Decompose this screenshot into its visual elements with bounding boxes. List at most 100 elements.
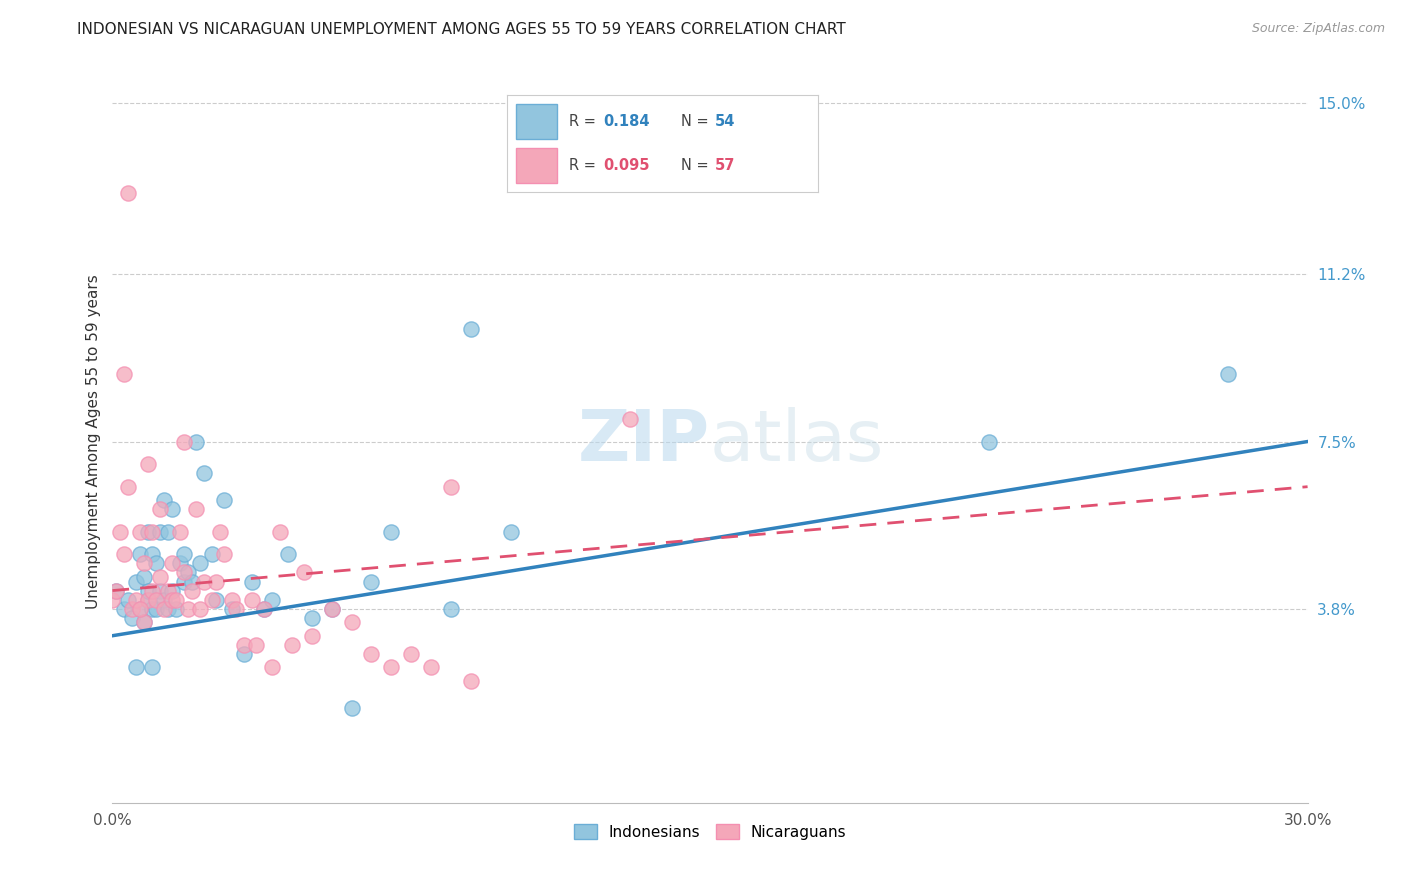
Point bbox=[117, 480, 139, 494]
Point bbox=[114, 548, 135, 562]
Point bbox=[1216, 367, 1239, 381]
Point bbox=[173, 566, 195, 580]
Point bbox=[101, 592, 124, 607]
Point bbox=[134, 615, 156, 630]
Point bbox=[129, 524, 152, 539]
Point bbox=[149, 524, 172, 539]
Point bbox=[157, 583, 180, 598]
Point bbox=[205, 592, 228, 607]
Point bbox=[380, 524, 402, 539]
Point bbox=[301, 629, 323, 643]
Point bbox=[162, 592, 183, 607]
Point bbox=[173, 574, 195, 589]
Point bbox=[440, 480, 463, 494]
Point bbox=[165, 592, 187, 607]
Point bbox=[149, 502, 172, 516]
Point bbox=[277, 548, 299, 562]
Point bbox=[138, 583, 160, 598]
Point bbox=[153, 493, 176, 508]
Point bbox=[201, 592, 224, 607]
Point bbox=[105, 583, 128, 598]
Point bbox=[499, 524, 522, 539]
Point bbox=[141, 548, 163, 562]
Point bbox=[165, 601, 187, 615]
Point bbox=[169, 557, 191, 571]
Point bbox=[340, 701, 363, 715]
Point bbox=[420, 660, 443, 674]
Point bbox=[401, 647, 423, 661]
Point bbox=[321, 601, 343, 615]
Point bbox=[340, 615, 363, 630]
Point bbox=[240, 592, 263, 607]
Point bbox=[117, 186, 139, 201]
Point bbox=[141, 524, 163, 539]
Point bbox=[138, 592, 160, 607]
Point bbox=[292, 566, 315, 580]
Point bbox=[977, 434, 1000, 449]
Point bbox=[121, 610, 143, 624]
Point bbox=[253, 601, 276, 615]
Point bbox=[134, 615, 156, 630]
Point bbox=[260, 592, 283, 607]
Point bbox=[138, 592, 160, 607]
Point bbox=[186, 434, 208, 449]
Y-axis label: Unemployment Among Ages 55 to 59 years: Unemployment Among Ages 55 to 59 years bbox=[86, 274, 101, 609]
Point bbox=[145, 601, 167, 615]
Text: ZIP: ZIP bbox=[578, 407, 710, 476]
Point bbox=[233, 647, 256, 661]
Point bbox=[110, 524, 132, 539]
Point bbox=[141, 660, 163, 674]
Point bbox=[134, 570, 156, 584]
Point bbox=[212, 548, 235, 562]
Point bbox=[233, 638, 256, 652]
Point bbox=[145, 592, 167, 607]
Point bbox=[162, 502, 183, 516]
Text: Source: ZipAtlas.com: Source: ZipAtlas.com bbox=[1251, 22, 1385, 36]
Point bbox=[193, 574, 215, 589]
Point bbox=[157, 601, 180, 615]
Point bbox=[460, 673, 482, 688]
Point bbox=[169, 524, 191, 539]
Point bbox=[181, 574, 204, 589]
Point bbox=[114, 367, 135, 381]
Point bbox=[205, 574, 228, 589]
Point bbox=[129, 601, 152, 615]
Point bbox=[212, 493, 235, 508]
Point bbox=[177, 566, 200, 580]
Point bbox=[193, 466, 215, 480]
Point bbox=[129, 601, 152, 615]
Point bbox=[153, 601, 176, 615]
Point bbox=[145, 557, 167, 571]
Point bbox=[201, 548, 224, 562]
Point bbox=[301, 610, 323, 624]
Point bbox=[141, 601, 163, 615]
Point bbox=[221, 601, 243, 615]
Point bbox=[153, 592, 176, 607]
Point bbox=[157, 524, 180, 539]
Point bbox=[209, 524, 232, 539]
Point bbox=[117, 592, 139, 607]
Point bbox=[460, 321, 482, 335]
Point bbox=[253, 601, 276, 615]
Point bbox=[162, 557, 183, 571]
Point bbox=[134, 557, 156, 571]
Point bbox=[149, 570, 172, 584]
Point bbox=[162, 583, 183, 598]
Point bbox=[245, 638, 267, 652]
Point bbox=[360, 574, 382, 589]
Point bbox=[138, 524, 160, 539]
Point bbox=[138, 457, 160, 471]
Point bbox=[173, 548, 195, 562]
Point bbox=[173, 434, 195, 449]
Point bbox=[141, 583, 163, 598]
Point bbox=[440, 601, 463, 615]
Point bbox=[269, 524, 291, 539]
Point bbox=[186, 502, 208, 516]
Point bbox=[105, 583, 128, 598]
Point bbox=[177, 601, 200, 615]
Legend: Indonesians, Nicaraguans: Indonesians, Nicaraguans bbox=[568, 818, 852, 846]
Point bbox=[129, 548, 152, 562]
Point bbox=[121, 601, 143, 615]
Point bbox=[281, 638, 304, 652]
Point bbox=[125, 592, 148, 607]
